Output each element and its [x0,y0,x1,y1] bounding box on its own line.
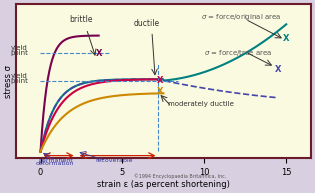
Text: recoverable: recoverable [95,158,133,163]
Text: permanent: permanent [38,158,73,163]
Text: X: X [283,34,289,43]
Text: ©1994 Encyclopaedia Britannica, Inc.: ©1994 Encyclopaedia Britannica, Inc. [134,174,226,179]
Text: $\sigma$ = force/original area: $\sigma$ = force/original area [201,12,281,22]
Text: point: point [10,50,28,56]
Text: X: X [157,87,163,96]
Text: X: X [157,76,163,85]
Text: yield: yield [11,45,28,51]
Text: $\sigma$ = force/true area: $\sigma$ = force/true area [204,48,273,58]
Text: yield: yield [11,73,28,79]
Text: deformation: deformation [36,161,75,166]
Y-axis label: stress σ: stress σ [4,65,13,98]
Text: point: point [10,78,28,84]
Text: moderately ductile: moderately ductile [168,102,234,108]
Text: ductile: ductile [134,19,160,28]
X-axis label: strain ε (as percent shortening): strain ε (as percent shortening) [97,180,230,189]
Text: X: X [275,65,281,74]
Text: brittle: brittle [70,15,93,24]
Text: X: X [95,49,102,58]
